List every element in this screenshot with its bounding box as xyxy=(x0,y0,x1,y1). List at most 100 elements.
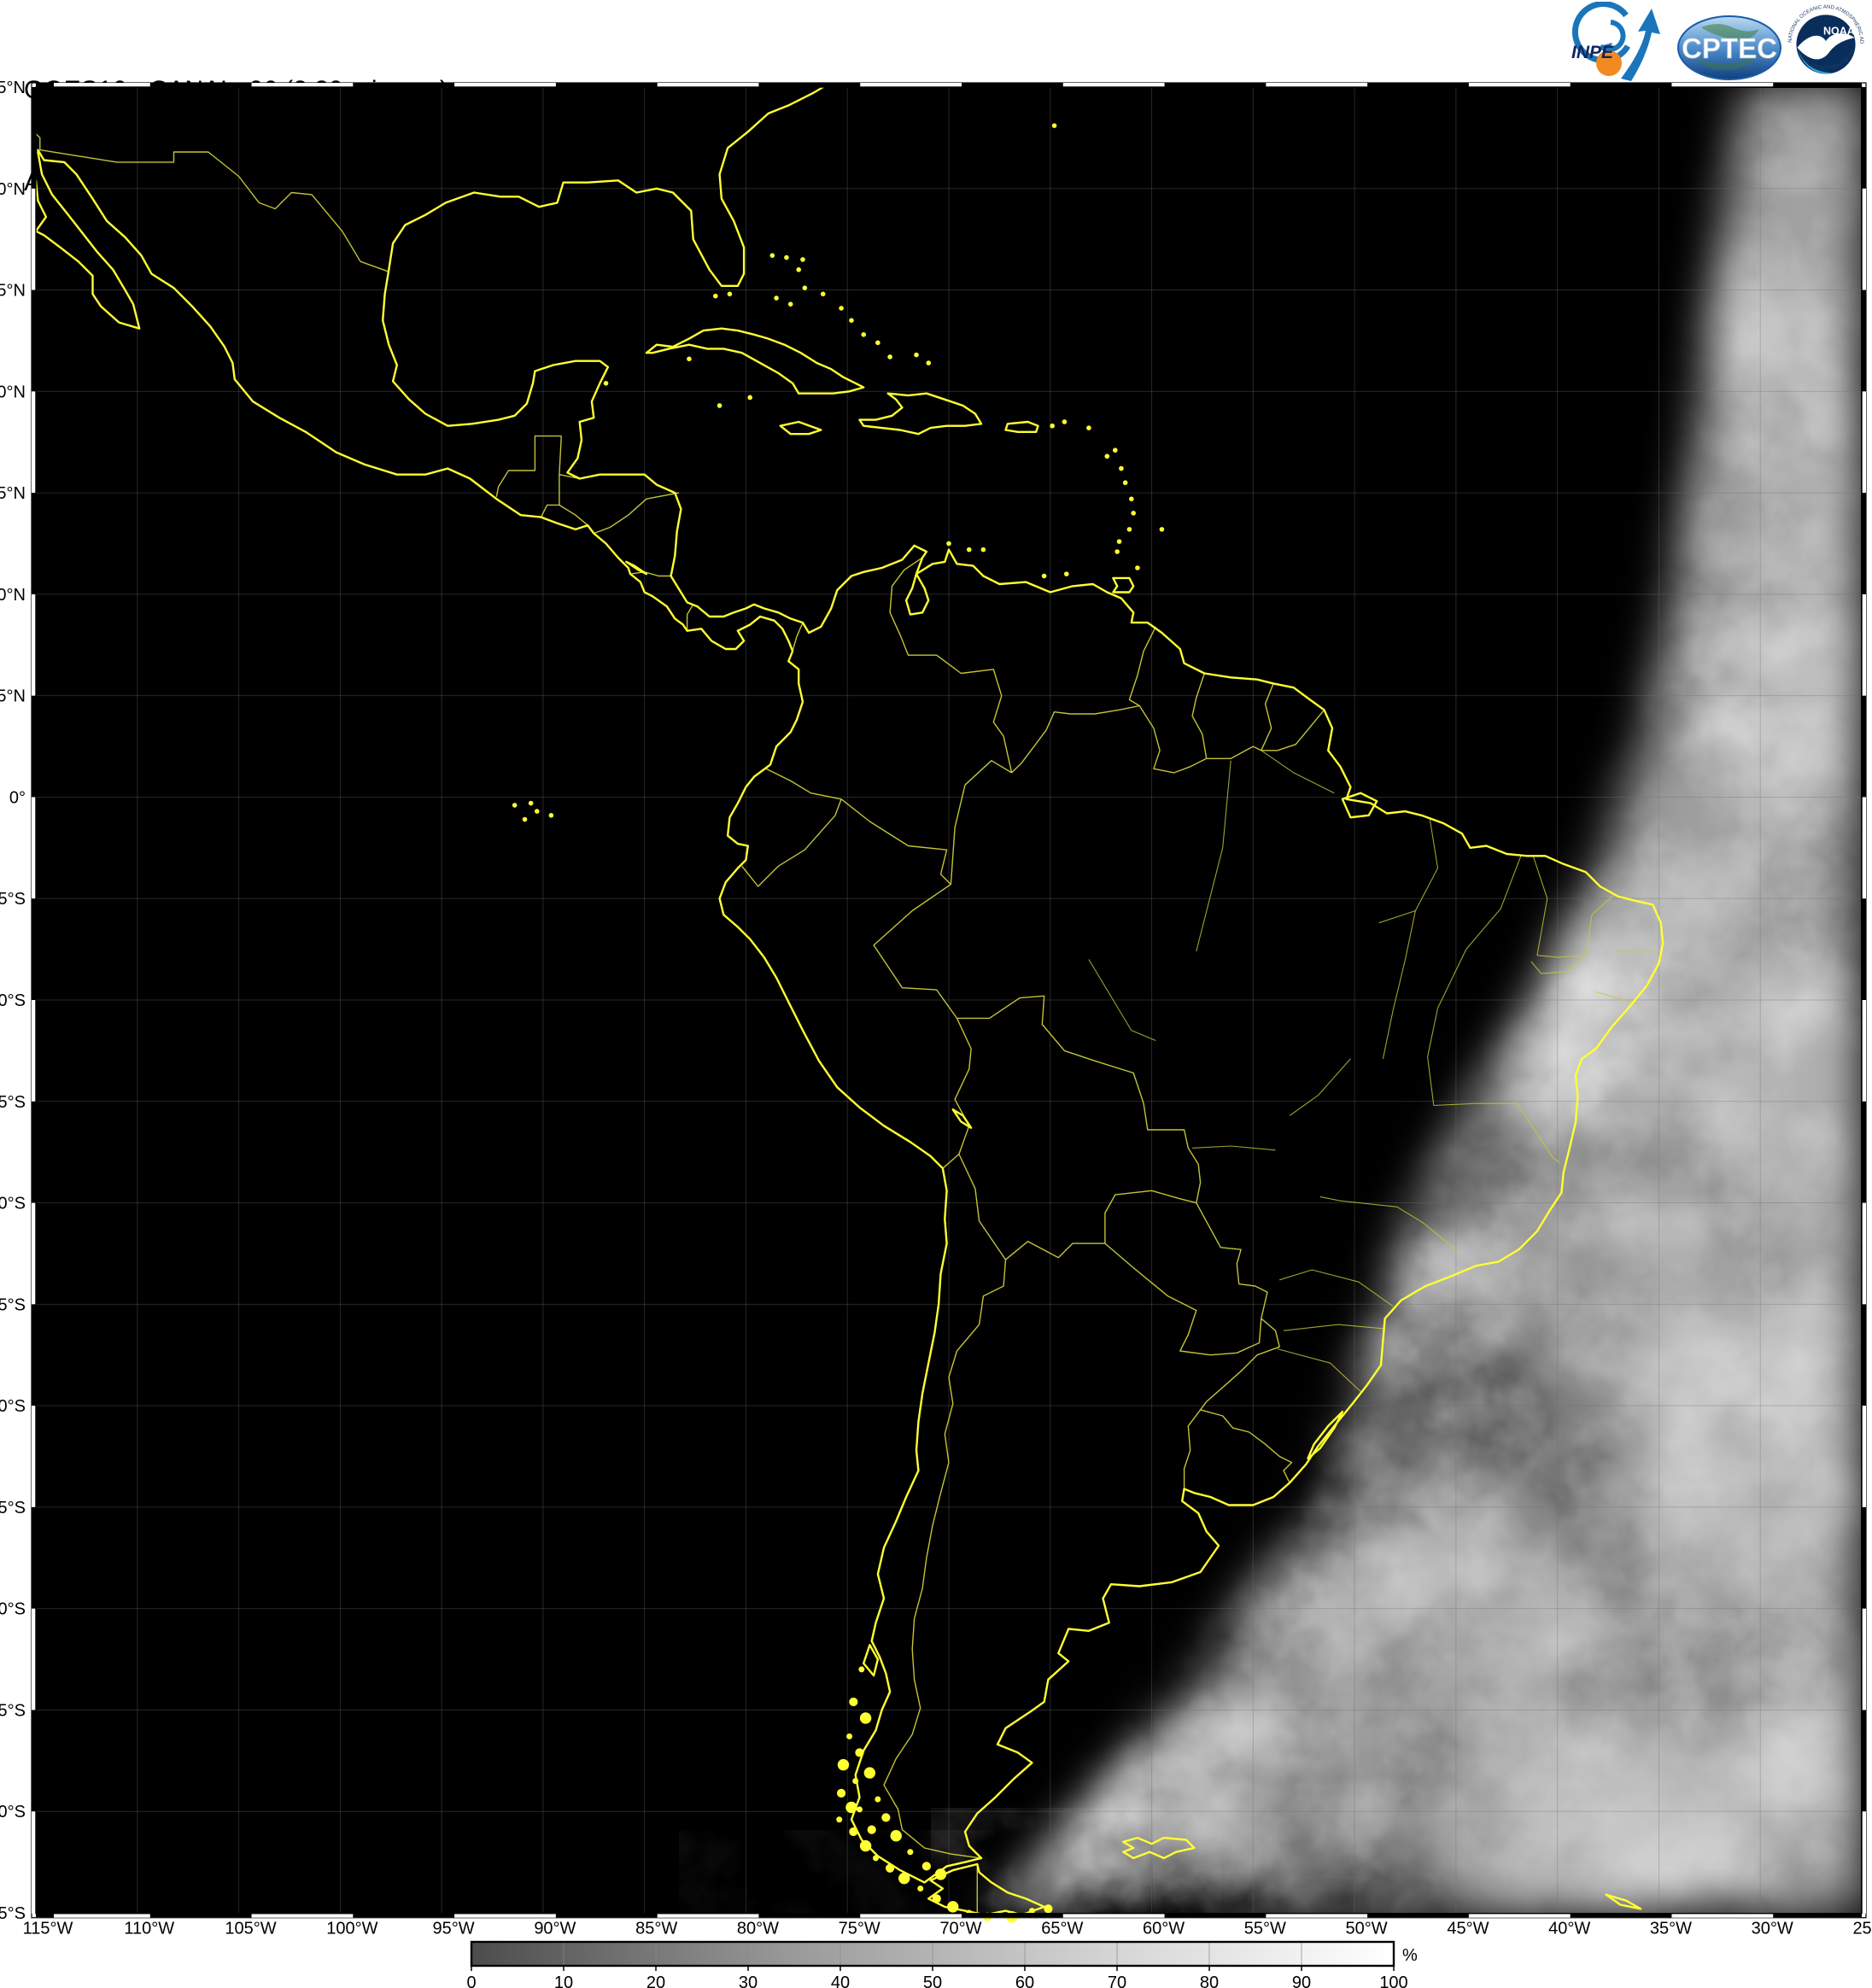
frame-seg-top xyxy=(758,83,861,87)
border-honduras-nicaragua xyxy=(594,492,680,535)
lon-label: 90°W xyxy=(534,1920,576,1938)
coast-marajo xyxy=(1341,792,1378,819)
lat-label: 5°S xyxy=(0,890,26,909)
fjord-speck xyxy=(859,1712,872,1724)
border-venezuela-brazil xyxy=(1011,705,1140,774)
island-dot xyxy=(1129,496,1134,502)
island-dot xyxy=(1041,573,1047,579)
lat-label: 50°S xyxy=(0,1803,26,1821)
lon-label: 70°W xyxy=(939,1920,981,1938)
colorbar-tick-label: 80 xyxy=(1200,1973,1219,1988)
inpe-logo-icon: INPE xyxy=(1571,2,1660,81)
island-dot xyxy=(1135,565,1140,570)
cptec-logo-icon: CPTEC xyxy=(1677,15,1781,80)
border-colombia-brazil xyxy=(950,760,1012,885)
lon-label: 45°W xyxy=(1447,1920,1489,1938)
border-argentina-uruguay xyxy=(1183,1409,1202,1489)
frame-seg-top xyxy=(1570,83,1672,87)
lon-label: 75°W xyxy=(839,1920,880,1938)
colorbar-tick-label: 100 xyxy=(1379,1973,1407,1988)
coast-chiloe xyxy=(863,1644,880,1677)
lon-label: 35°W xyxy=(1650,1920,1692,1938)
lon-label: 100°W xyxy=(326,1920,377,1938)
fjord-speck xyxy=(855,1748,864,1757)
fjord-speck xyxy=(1028,1908,1035,1915)
lon-label: 65°W xyxy=(1041,1920,1083,1938)
state-border-line xyxy=(1261,750,1335,794)
frame-seg-right xyxy=(1862,1506,1866,1609)
lat-label: 15°N xyxy=(0,484,26,503)
island-dot xyxy=(875,340,880,346)
lat-label: 10°N xyxy=(0,586,26,605)
coast-lagoa-dos-patos xyxy=(1307,1410,1344,1460)
island-dot xyxy=(603,381,609,386)
island-dot xyxy=(861,332,867,337)
frame-seg-top xyxy=(1164,83,1267,87)
state-border-line xyxy=(1532,856,1548,956)
colorbar-tick-label: 30 xyxy=(739,1973,758,1988)
noaa-label: NOAA xyxy=(1823,25,1855,37)
island-dot xyxy=(980,547,986,553)
island-dot xyxy=(1116,539,1122,544)
lon-label: 50°W xyxy=(1346,1920,1388,1938)
state-boundaries xyxy=(1088,750,1655,1392)
border-brazil-uruguay xyxy=(1200,1409,1293,1483)
fjord-speck xyxy=(836,1788,846,1798)
colorbar-tick-label: 20 xyxy=(646,1973,665,1988)
border-costa-rica-panama xyxy=(686,604,694,631)
lon-label: 110°W xyxy=(124,1920,174,1938)
island-dot xyxy=(946,541,951,547)
colorbar-border xyxy=(470,1940,1395,1968)
border-suriname-brazil xyxy=(1206,746,1262,759)
lon-label: 115°W xyxy=(23,1920,73,1938)
frame-stub-top xyxy=(36,83,54,87)
fjord-speck xyxy=(859,1839,872,1852)
border-guyana-suriname xyxy=(1191,673,1208,759)
island-dot xyxy=(787,301,793,307)
border-argentina-brazil xyxy=(1200,1318,1280,1411)
island-dot xyxy=(769,253,775,258)
frame-seg-right xyxy=(1862,87,1866,189)
fjord-speck xyxy=(836,1816,843,1823)
frame-seg-bottom xyxy=(1164,1913,1267,1918)
frame-seg-top xyxy=(962,83,1063,87)
lon-label: 25°W xyxy=(1852,1920,1872,1938)
fjord-speck xyxy=(907,1849,914,1856)
coast-trinidad xyxy=(1112,576,1135,593)
coast-cuba xyxy=(645,327,865,395)
fjord-speck xyxy=(875,1796,881,1803)
border-ecuador-peru xyxy=(741,798,842,887)
state-border-line xyxy=(1437,856,1522,1009)
agency-logos: INPE CPTEC NOAA NATIONAL OCEANIC AND ATM… xyxy=(1559,2,1869,84)
island-dot xyxy=(849,318,854,323)
frame-band-left xyxy=(32,87,36,1914)
frame-seg-left xyxy=(32,1304,36,1406)
island-dot xyxy=(522,816,528,822)
coast-lake-maracaibo xyxy=(904,572,930,616)
state-border-line xyxy=(1530,955,1587,974)
island-dot xyxy=(548,813,554,818)
frame-seg-bottom xyxy=(1773,1913,1862,1918)
fjord-speck xyxy=(846,1733,853,1740)
island-dot xyxy=(820,291,826,297)
twilight-cloud-patch xyxy=(931,1808,1221,1913)
frame-seg-top xyxy=(1773,83,1862,87)
fjord-speck xyxy=(872,1855,879,1862)
lat-label: 35°N xyxy=(0,79,26,97)
colorbar-tick-label: 70 xyxy=(1108,1973,1126,1988)
state-border-line xyxy=(1427,1008,1439,1106)
coast-lake-titicaca xyxy=(951,1108,973,1129)
island-dot xyxy=(687,356,692,362)
island-dot xyxy=(1114,549,1120,554)
fjord-speck xyxy=(849,1827,858,1837)
frame-seg-top xyxy=(1367,83,1469,87)
frame-seg-bottom xyxy=(962,1913,1063,1918)
frame-seg-right xyxy=(1862,289,1866,392)
border-mexico-guatemala xyxy=(495,435,562,498)
frame-band-right xyxy=(1862,87,1866,1914)
coast-pacific-main xyxy=(37,149,983,1884)
lon-label: 95°W xyxy=(433,1920,475,1938)
frame-seg-top xyxy=(555,83,658,87)
border-colombia-venezuela xyxy=(889,557,1013,774)
frame-seg-top xyxy=(149,83,252,87)
